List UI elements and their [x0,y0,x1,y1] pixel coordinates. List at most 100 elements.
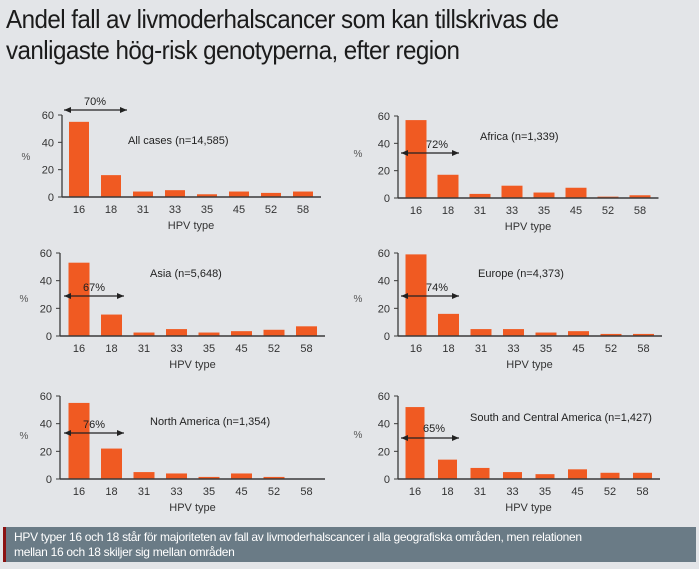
bar-hpv-18 [101,314,122,336]
x-tick-label: 52 [268,486,280,498]
x-axis-label: HPV type [169,359,215,371]
bar-hpv-52 [263,329,285,336]
y-tick-label: 40 [42,137,54,149]
chart-south-central-america: 0 20 40 60 16 18 31 33 35 45 52 58 HPV type% South an… [354,391,660,514]
x-tick-label: 58 [634,205,646,217]
share-16-18-label: 65% [423,423,445,435]
bar-hpv-35 [198,476,220,479]
x-tick-label: 18 [442,343,454,355]
x-tick-label: 35 [203,343,215,355]
x-tick-label: 52 [604,486,616,498]
x-tick-label: 33 [506,205,518,217]
y-axis-label: % [354,149,363,160]
x-tick-label: 31 [474,486,486,498]
y-tick-label: 20 [40,446,52,458]
y-tick-label: 20 [42,165,54,177]
x-axis-label: HPV type [505,221,551,233]
y-tick-label: 20 [40,303,52,315]
y-tick-label: 40 [378,138,390,150]
x-tick-label: 31 [138,486,150,498]
x-axis-label: HPV type [505,502,551,514]
x-tick-label: 45 [572,343,584,355]
title-line-2: vanligaste hög-risk genotyperna, efter r… [6,35,460,65]
y-tick-label: 60 [378,248,390,260]
y-tick-label: 40 [378,276,390,288]
bar-hpv-31 [469,193,491,198]
bar-hpv-18 [438,313,459,336]
x-tick-label: 52 [602,205,614,217]
bar-hpv-18 [437,174,459,198]
x-tick-label: 16 [73,486,85,498]
bar-hpv-33 [166,329,187,336]
y-tick-label: 0 [46,331,52,343]
chart-region-title: Europe (n=4,373) [478,268,564,280]
bar-hpv-52 [263,476,285,479]
x-tick-label: 45 [235,343,247,355]
bar-hpv-35 [533,192,555,198]
y-tick-label: 60 [42,110,54,122]
bar-hpv-35 [535,332,557,336]
y-tick-label: 20 [378,166,390,178]
x-tick-label: 45 [233,204,245,216]
y-tick-label: 60 [40,248,52,260]
bar-hpv-58 [293,191,313,197]
bar-hpv-31 [133,332,155,336]
x-tick-label: 58 [637,343,649,355]
chart-region-title: Africa (n=1,339) [480,131,559,143]
chart-region-title: All cases (n=14,585) [128,135,229,147]
footer-line-1: HPV typer 16 och 18 står för majoriteten… [14,530,582,544]
y-tick-label: 20 [378,303,390,315]
bar-hpv-18 [101,448,122,479]
page-title: Andel fall av livmoderhalscancer som kan… [6,4,648,66]
bar-hpv-31 [133,472,155,479]
x-tick-label: 52 [268,343,280,355]
bar-hpv-52 [261,192,281,197]
y-tick-label: 40 [40,276,52,288]
bar-hpv-16 [69,121,89,197]
y-tick-label: 60 [378,391,390,403]
bar-hpv-31 [470,329,492,336]
bar-hpv-33 [166,473,187,479]
x-tick-label: 33 [506,486,518,498]
y-axis-label: % [22,152,31,163]
bar-hpv-33 [503,329,524,336]
bar-hpv-45 [229,191,249,197]
y-tick-label: 0 [384,193,390,205]
bar-hpv-35 [535,474,555,479]
x-tick-label: 16 [409,486,421,498]
bar-hpv-45 [568,331,589,336]
x-tick-label: 58 [636,486,648,498]
chart-region-title: South and Central America (n=1,427) [470,412,652,424]
x-tick-label: 33 [170,486,182,498]
bar-hpv-33 [501,185,523,198]
x-tick-label: 35 [540,343,552,355]
x-tick-label: 16 [410,205,422,217]
bar-hpv-16 [68,402,90,479]
bar-hpv-16 [405,120,427,198]
title-line-1: Andel fall av livmoderhalscancer som kan… [6,4,559,34]
x-tick-label: 31 [475,343,487,355]
chart-all-cases: 0 20 40 60 16 18 31 33 35 45 52 58 HPV type% All case… [22,96,321,232]
y-tick-label: 0 [48,192,54,204]
bar-hpv-16 [405,407,425,479]
bar-hpv-35 [198,332,220,336]
share-16-18-label: 70% [84,96,106,108]
bar-hpv-58 [633,333,654,336]
bar-hpv-58 [629,195,651,198]
y-tick-label: 40 [40,419,52,431]
chart-region-title: Asia (n=5,648) [150,268,222,280]
bar-hpv-58 [633,472,652,479]
x-tick-label: 45 [235,486,247,498]
x-tick-label: 18 [105,486,117,498]
bar-hpv-35 [197,194,217,197]
bar-hpv-52 [600,472,620,479]
footer-caption: HPV typer 16 och 18 står för majoriteten… [3,527,696,562]
chart-asia: 0 20 40 60 16 18 31 33 35 45 52 58 HPV type% Asia (n=… [20,248,325,371]
share-16-18-label: 72% [426,139,448,151]
chart-africa: 0 20 40 60 16 18 31 33 35 45 52 58 HPV type% Africa (… [354,111,659,233]
x-tick-label: 58 [300,486,312,498]
share-16-18-label: 76% [83,419,105,431]
x-tick-label: 33 [170,343,182,355]
share-16-18-label: 74% [426,282,448,294]
x-tick-label: 35 [539,486,551,498]
